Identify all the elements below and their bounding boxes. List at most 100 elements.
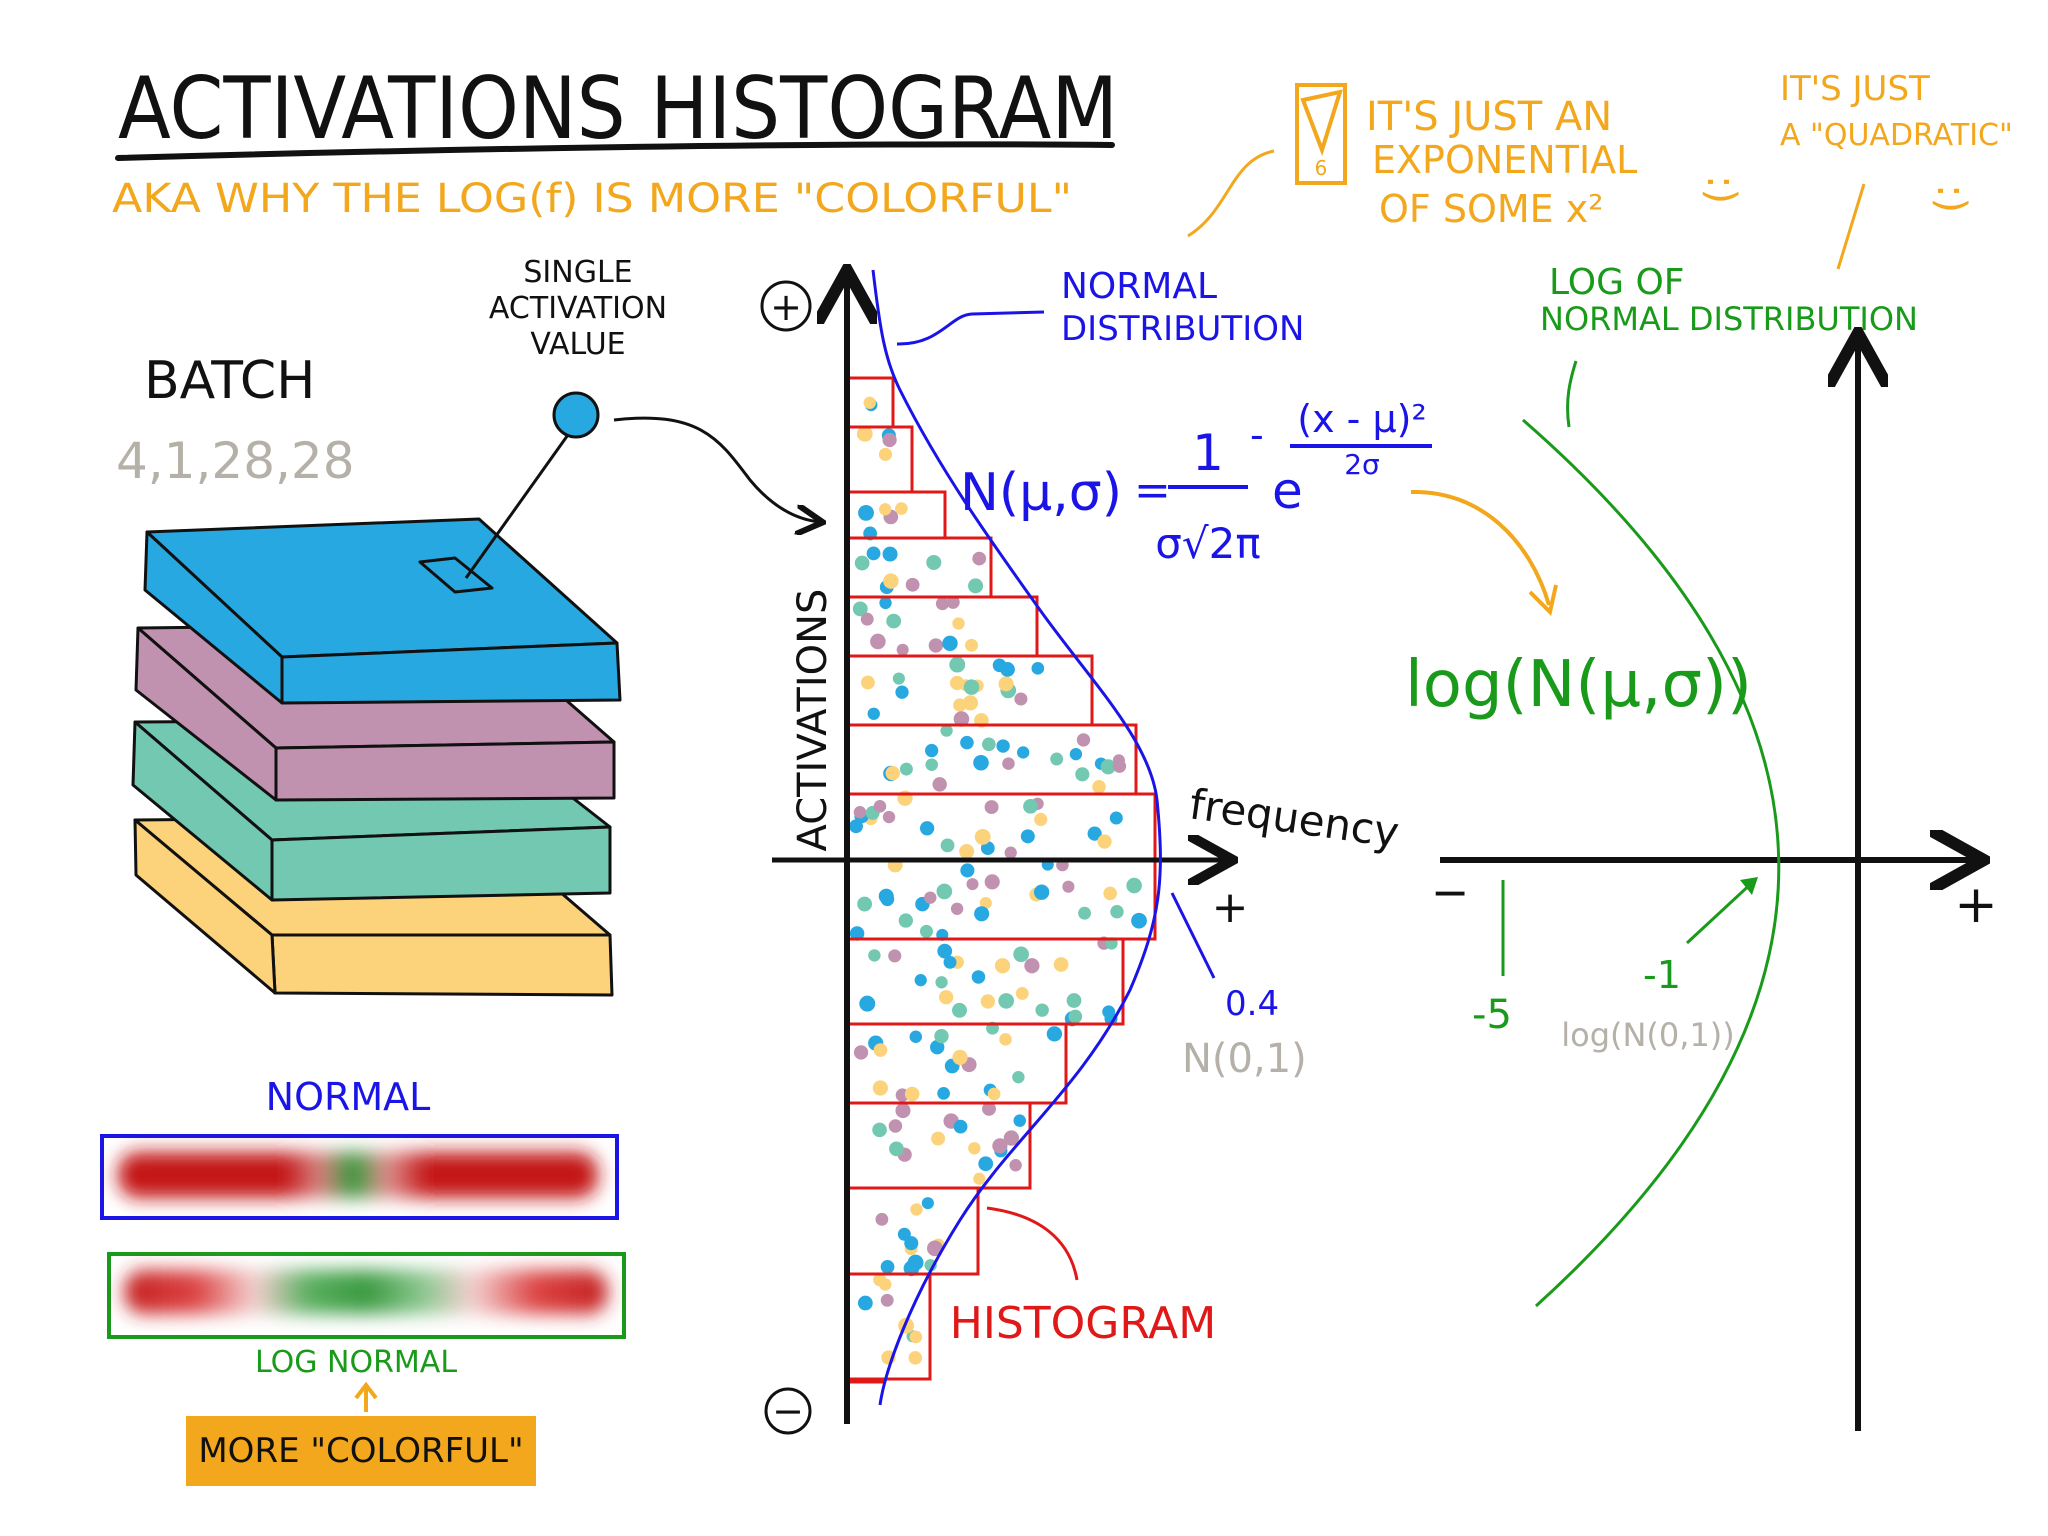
activation-dot (966, 878, 979, 891)
activation-dot (873, 1043, 888, 1057)
label-line: VALUE (530, 327, 625, 362)
activation-dot (849, 926, 865, 941)
activation-dot (895, 685, 909, 699)
arrow-head (1740, 877, 1758, 895)
activation-dot (934, 1029, 949, 1044)
activation-dot (1014, 692, 1028, 706)
activation-dot (979, 896, 992, 910)
tick-neg1-label: -1 (1643, 953, 1681, 997)
log-plot-title-2: NORMAL DISTRIBUTION (1540, 300, 1918, 338)
quad-note-pointer (1836, 183, 1866, 270)
note-quad-2: A "QUADRATIC" (1780, 118, 2013, 153)
activation-dot (940, 838, 955, 853)
formula-denominator: σ√2π (1155, 519, 1260, 568)
normal-curve (871, 269, 1162, 1406)
activation-dot (1100, 759, 1116, 775)
activation-dot (1092, 780, 1106, 794)
activation-dot (854, 555, 870, 571)
histogram-bar (845, 1377, 884, 1384)
activation-dot (930, 1040, 945, 1055)
activation-dot (909, 1330, 923, 1344)
activation-dot (904, 1236, 919, 1251)
peak-value: 0.4 (1225, 984, 1279, 1024)
note-exp-1: IT'S JUST AN (1366, 94, 1612, 140)
activation-dot (994, 958, 1011, 974)
layer-blue (143, 517, 622, 705)
activation-dot (1003, 1130, 1020, 1146)
normal-formula: N(μ,σ) = 1 σ√2π e - (x - μ)² 2σ (960, 397, 1432, 568)
activation-dot (879, 503, 892, 516)
activation-dot (1103, 886, 1117, 901)
activation-dot (860, 675, 875, 690)
activation-dot (856, 425, 873, 442)
activation-dot (1033, 884, 1050, 900)
activation-dot (932, 777, 947, 792)
activation-dot (925, 743, 939, 758)
activation-dot (1097, 834, 1112, 849)
activation-dot (882, 432, 897, 448)
normal-distribution-label-2: DISTRIBUTION (1061, 309, 1304, 349)
activation-dot (853, 1045, 869, 1060)
activation-dot (939, 990, 954, 1005)
activation-dot (888, 1119, 903, 1133)
activation-dot (968, 1142, 981, 1155)
more-colorful-badge (186, 1416, 536, 1486)
activation-dot (1075, 767, 1090, 782)
activation-dot (974, 828, 991, 845)
activation-dot (1050, 752, 1064, 766)
warning-box (1295, 83, 1347, 185)
plus-circle (760, 280, 812, 332)
activation-dot (1112, 759, 1127, 773)
activation-dot (904, 1086, 920, 1102)
activation-dot (872, 1080, 888, 1096)
activation-dot (971, 970, 986, 984)
activation-dot (910, 1203, 923, 1216)
formula-exp-sign: - (1250, 413, 1264, 457)
histogram-bar (845, 425, 914, 494)
activation-dot (1023, 798, 1038, 814)
activation-dot (883, 573, 899, 589)
activation-dot (1053, 957, 1069, 972)
activation-dot (974, 906, 990, 922)
activation-dot (935, 597, 950, 611)
more-colorful-text: MORE "COLORFUL" (198, 1431, 523, 1471)
activation-dot (905, 577, 920, 592)
activation-dot (878, 447, 893, 461)
warning-number: 6 (1315, 156, 1328, 180)
activation-dot (898, 913, 913, 928)
normal-color-bar (100, 1134, 619, 1220)
activation-dot (886, 613, 902, 629)
activation-dot (973, 754, 989, 771)
activation-dot (908, 1351, 923, 1365)
activation-dot (984, 800, 999, 815)
activation-dot (942, 635, 958, 652)
activation-dot (1076, 733, 1091, 747)
activation-dot (980, 994, 995, 1009)
batch-shape: 4,1,28,28 (116, 432, 355, 490)
activation-dot (1068, 1009, 1083, 1024)
activation-dot (972, 551, 987, 566)
activation-dot (984, 874, 1000, 890)
activation-dot (909, 1030, 923, 1044)
activation-dot (895, 502, 908, 515)
activation-dot (888, 949, 902, 963)
activation-dot (852, 601, 868, 617)
activation-dot (857, 1295, 873, 1311)
normal-label-pointer (896, 310, 1045, 346)
histogram-label-pointer (986, 1206, 1079, 1281)
activation-dot (998, 676, 1014, 692)
histogram-label: HISTOGRAM (950, 1298, 1216, 1349)
activation-dot (935, 976, 948, 989)
activation-dot (868, 949, 881, 962)
note-exp-2: EXPONENTIAL (1372, 138, 1637, 182)
activation-dot (1012, 1070, 1025, 1084)
activation-dot (895, 1103, 911, 1119)
subtitle: AKA WHY THE LOG(f) IS MORE "COLORFUL" (112, 176, 1072, 222)
activation-dot (998, 993, 1015, 1009)
activation-dot (1013, 946, 1029, 963)
smiley-icon: :) (1928, 184, 1974, 213)
activation-dot (928, 638, 944, 653)
activation-dot (1024, 958, 1040, 974)
activation-dot (973, 1172, 986, 1185)
histogram-bar (845, 937, 1125, 1026)
